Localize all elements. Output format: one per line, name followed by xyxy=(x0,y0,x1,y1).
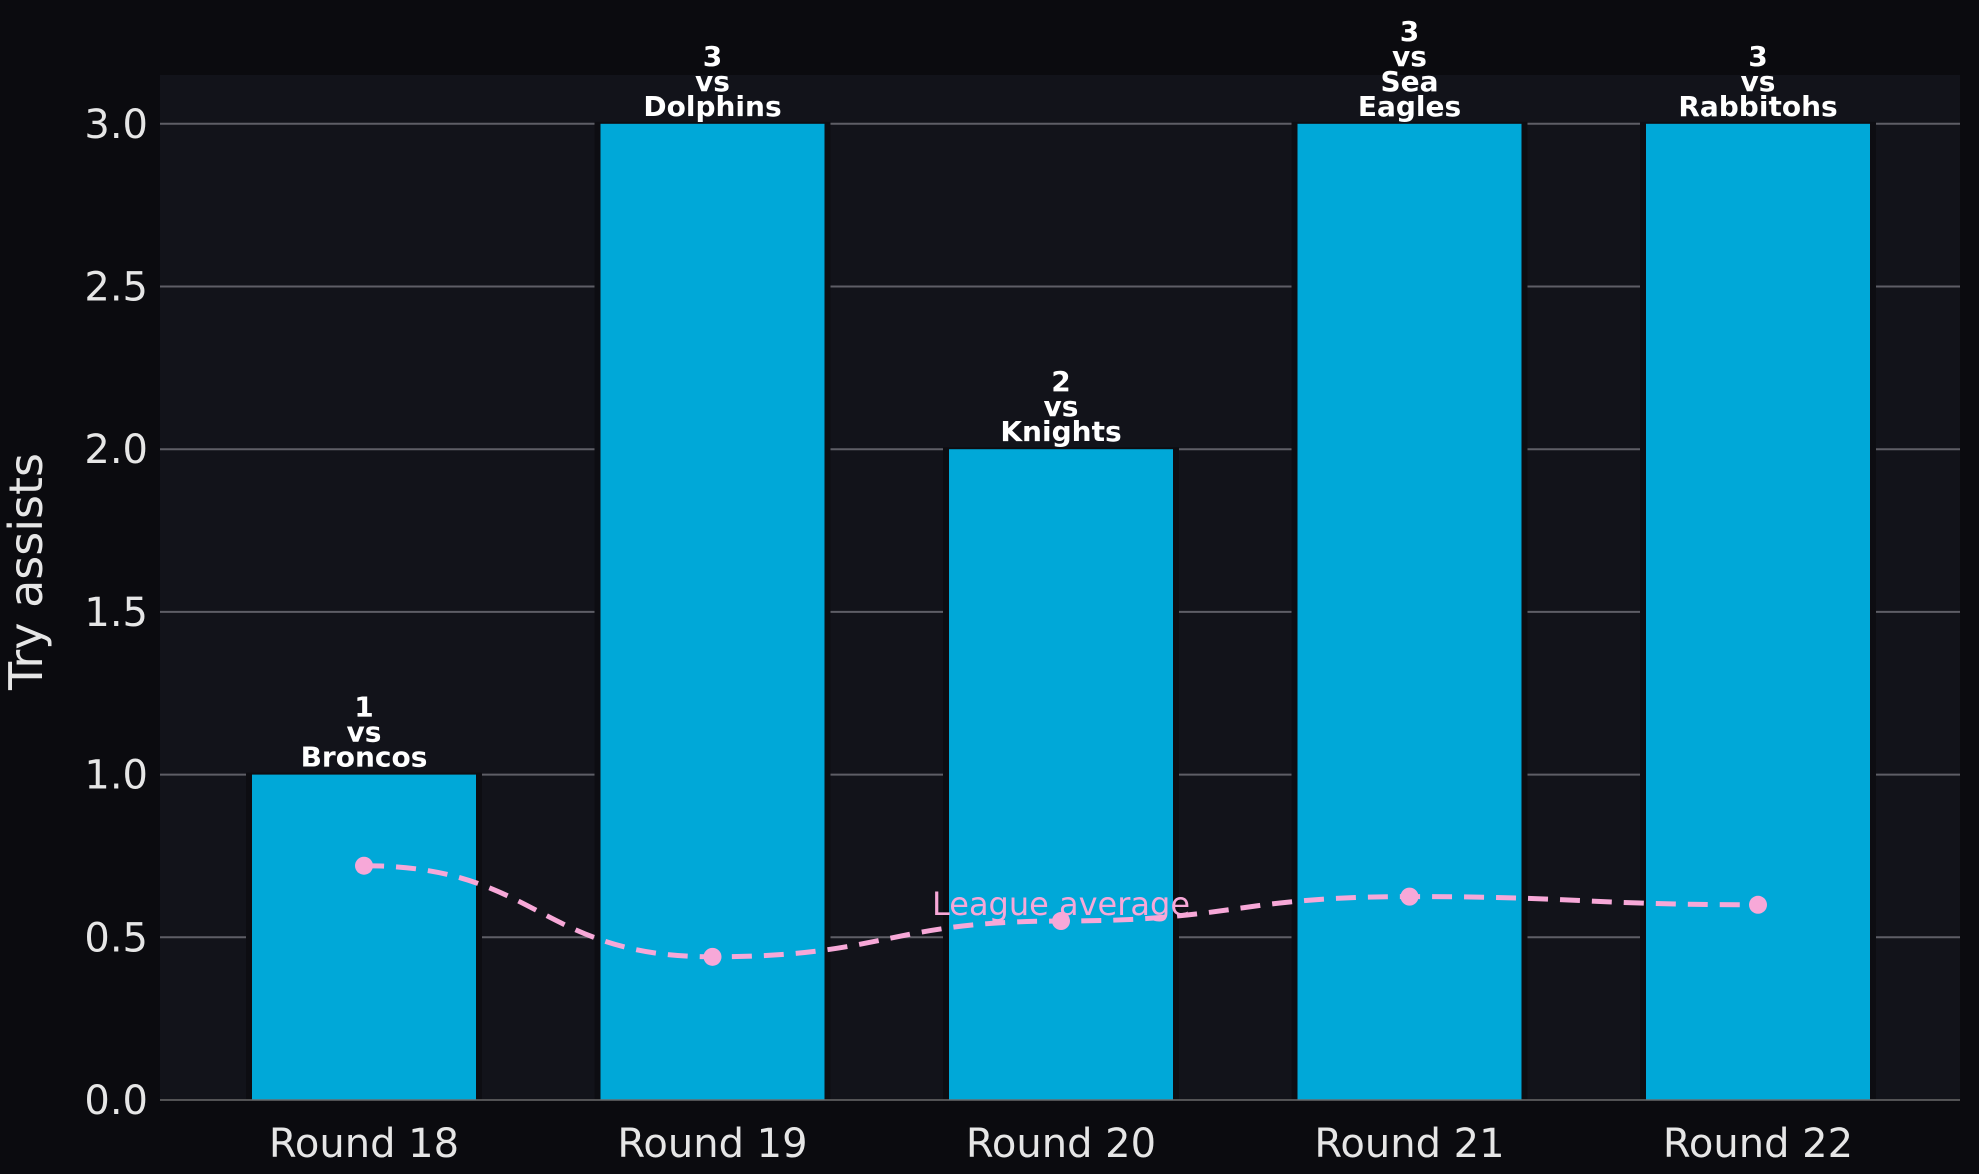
bar xyxy=(1646,123,1870,1101)
bar-label: vs xyxy=(695,65,730,98)
bar-label: vs xyxy=(1741,65,1776,98)
bar xyxy=(949,449,1173,1100)
bar-label: Rabbitohs xyxy=(1678,90,1837,123)
league-average-point xyxy=(703,947,722,966)
bar-label: Eagles xyxy=(1358,90,1461,123)
y-tick-label: 1.5 xyxy=(84,590,148,636)
y-tick-label: 2.5 xyxy=(84,265,148,311)
bar-label: vs xyxy=(347,716,382,749)
y-tick-label: 3.0 xyxy=(84,102,148,148)
bar xyxy=(600,123,825,1101)
bar-label: 3 xyxy=(1748,40,1767,73)
bar-label: Sea xyxy=(1380,65,1438,98)
bar-label: vs xyxy=(1044,390,1079,423)
x-tick-label: Round 20 xyxy=(966,1121,1156,1167)
league-average-point xyxy=(1749,895,1767,914)
x-tick-label: Round 22 xyxy=(1663,1121,1853,1167)
y-tick-label: 0.0 xyxy=(84,1078,148,1124)
league-average-point xyxy=(1052,912,1070,931)
x-tick-label: Round 18 xyxy=(269,1121,459,1167)
bars xyxy=(246,121,1876,1101)
x-tick-label: Round 21 xyxy=(1314,1121,1504,1167)
league-average-label: League average xyxy=(932,885,1190,923)
y-tick-labels: 0.0 0.5 1.0 1.5 2.0 2.5 3.0 xyxy=(84,102,148,1124)
bar-label: 1 xyxy=(354,691,373,724)
bar-label: 3 xyxy=(703,40,722,73)
bar-label: Knights xyxy=(1000,415,1121,448)
league-average-point xyxy=(1400,887,1419,906)
y-tick-label: 2.0 xyxy=(84,427,148,473)
y-tick-label: 0.5 xyxy=(84,915,148,961)
y-axis-title: Try assists xyxy=(0,453,53,691)
league-average-line xyxy=(355,856,1767,966)
x-tick-label: Round 19 xyxy=(617,1121,807,1167)
bar-label: Dolphins xyxy=(643,90,781,123)
bar xyxy=(252,774,476,1100)
bar xyxy=(1297,123,1522,1101)
bar-labels: 1vsBroncos3vsDolphins2vsKnights3vsSeaEag… xyxy=(301,15,1838,774)
bar-label: Broncos xyxy=(301,741,428,774)
bar-label: 3 xyxy=(1400,15,1419,48)
x-tick-labels: Round 18 Round 19 Round 20 Round 21 Round 22 xyxy=(269,1121,1853,1167)
y-tick-label: 1.0 xyxy=(84,753,148,799)
league-average-point xyxy=(355,856,373,875)
bar-label: vs xyxy=(1392,40,1427,73)
bar-label: 2 xyxy=(1051,365,1070,398)
